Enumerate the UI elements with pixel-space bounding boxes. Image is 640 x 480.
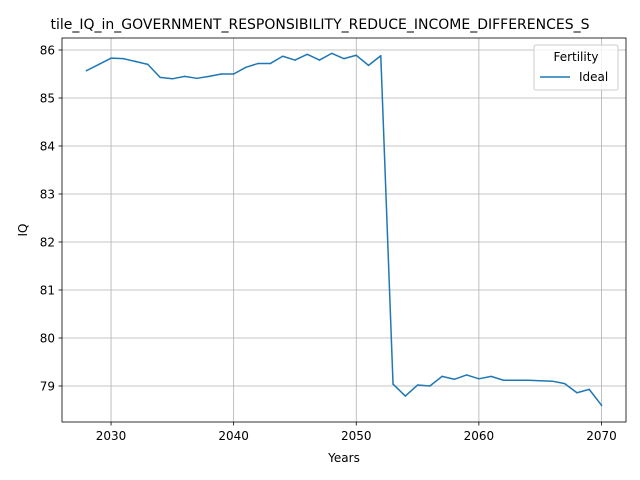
- data-point: [183, 75, 186, 78]
- data-point: [380, 55, 382, 57]
- data-point: [429, 385, 431, 387]
- data-point: [478, 378, 480, 380]
- legend-title: Fertility: [553, 50, 598, 64]
- x-tick-label: 2030: [96, 429, 127, 443]
- data-point: [294, 59, 296, 61]
- data-point: [539, 379, 541, 382]
- y-axis-label: IQ: [16, 224, 30, 237]
- data-point: [465, 374, 468, 376]
- series-group: [85, 52, 603, 407]
- data-point: [110, 57, 112, 59]
- data-point: [269, 62, 272, 65]
- data-point: [306, 53, 308, 56]
- data-point: [220, 73, 223, 75]
- data-point: [514, 379, 517, 381]
- y-tick-label: 86: [40, 44, 55, 58]
- legend-label-ideal: Ideal: [579, 70, 608, 84]
- data-point: [416, 384, 419, 386]
- data-point: [257, 62, 259, 65]
- data-point: [98, 63, 100, 66]
- plot-area-frame: [61, 37, 627, 423]
- data-point: [208, 75, 210, 78]
- data-point: [441, 375, 443, 378]
- data-point: [453, 378, 456, 381]
- data-point: [281, 55, 284, 57]
- data-point: [196, 77, 198, 80]
- x-axis-label: Years: [327, 451, 360, 465]
- data-point: [355, 54, 358, 57]
- chart-title: tile_IQ_in_GOVERNMENT_RESPONSIBILITY_RED…: [50, 17, 589, 33]
- data-point: [563, 382, 566, 385]
- data-point: [330, 52, 333, 55]
- legend: Fertility Ideal: [533, 44, 619, 91]
- data-point: [392, 383, 394, 385]
- y-tick-label: 79: [40, 380, 55, 394]
- x-tick-label: 2050: [341, 429, 372, 443]
- legend-box: [533, 44, 619, 91]
- y-tick-label: 85: [40, 92, 55, 106]
- data-point: [404, 395, 407, 397]
- x-tick-label: 2060: [464, 429, 495, 443]
- data-point: [343, 57, 345, 60]
- data-point: [159, 76, 161, 79]
- data-point: [147, 63, 149, 66]
- data-point: [318, 59, 321, 61]
- y-tick-label: 84: [40, 140, 55, 154]
- y-tick-label: 83: [40, 188, 55, 202]
- data-point: [551, 380, 554, 382]
- data-point: [600, 404, 603, 406]
- x-tick-label: 2040: [218, 429, 249, 443]
- grid-lines: [62, 38, 626, 422]
- data-point: [367, 64, 370, 67]
- data-point: [134, 60, 137, 63]
- y-tick-label: 80: [40, 332, 55, 346]
- data-point: [171, 78, 174, 80]
- y-tick-label: 82: [40, 236, 55, 250]
- data-point: [576, 391, 578, 394]
- data-point: [122, 57, 125, 60]
- y-tick-label: 81: [40, 284, 55, 298]
- data-point: [588, 388, 590, 391]
- data-point: [245, 66, 247, 69]
- axis-ticks: 2030 2040 2050 2060 2070 79 80 81 82 83 84 85 86: [40, 44, 617, 444]
- data-point: [527, 379, 529, 381]
- data-point: [85, 69, 88, 72]
- data-point: [232, 73, 235, 75]
- data-point: [490, 375, 492, 378]
- data-point: [502, 379, 505, 381]
- x-tick-label: 2070: [586, 429, 617, 443]
